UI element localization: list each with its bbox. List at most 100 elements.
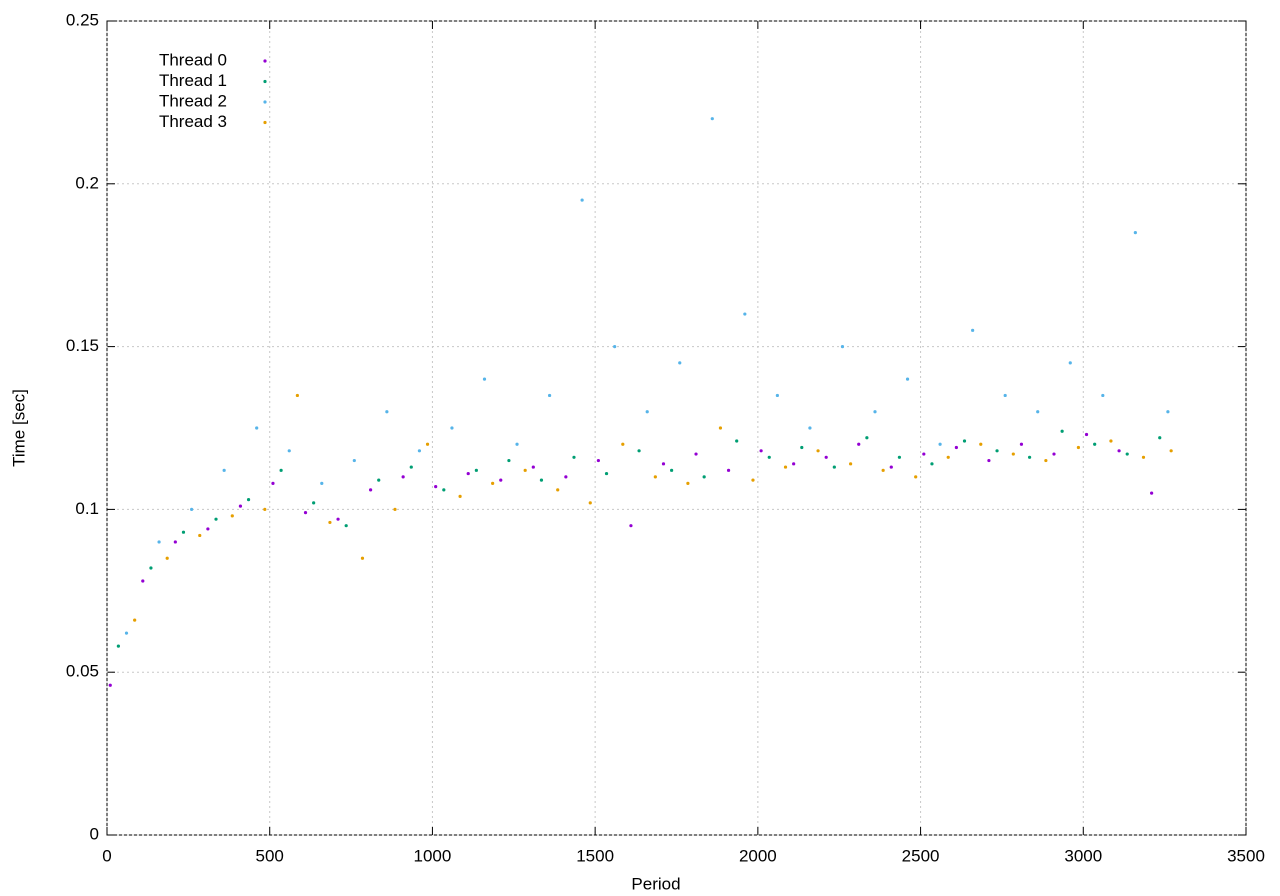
- point: [352, 458, 356, 463]
- point: [572, 455, 576, 459]
- point: [515, 442, 519, 446]
- legend-label: Thread 0: [159, 50, 227, 69]
- point: [613, 345, 617, 349]
- y-tick-label: 0: [90, 824, 99, 843]
- point: [206, 527, 210, 531]
- point: [792, 462, 796, 466]
- point: [1027, 455, 1032, 459]
- x-tick-label: 2500: [902, 846, 940, 865]
- point: [979, 442, 983, 446]
- point: [1150, 491, 1154, 495]
- point: [629, 524, 633, 528]
- point: [181, 530, 186, 534]
- point: [108, 683, 112, 687]
- point: [897, 455, 902, 459]
- point: [922, 452, 926, 456]
- legend-marker: [263, 100, 267, 104]
- point: [157, 540, 161, 544]
- legend-label: Thread 2: [159, 91, 227, 110]
- y-tick-label: 0.1: [75, 499, 99, 518]
- point: [133, 618, 137, 622]
- point: [116, 644, 120, 648]
- x-axis-label: Period: [631, 874, 680, 893]
- point: [1011, 452, 1015, 456]
- point: [889, 465, 893, 469]
- point: [816, 449, 820, 453]
- point: [995, 449, 999, 453]
- point: [1068, 361, 1072, 365]
- point: [1141, 455, 1146, 459]
- point: [279, 468, 283, 472]
- legend-marker: [263, 79, 267, 84]
- point: [914, 475, 918, 479]
- y-tick-label: 0.15: [66, 336, 99, 355]
- point: [466, 471, 470, 476]
- point: [824, 455, 828, 459]
- point: [849, 462, 853, 466]
- point: [336, 517, 340, 521]
- point: [287, 449, 291, 453]
- point: [971, 328, 975, 332]
- x-tick-label: 1500: [576, 846, 614, 865]
- legend-label: Thread 1: [159, 71, 227, 90]
- point: [222, 468, 226, 472]
- point: [1117, 449, 1121, 453]
- point: [1019, 442, 1024, 446]
- point: [434, 485, 438, 489]
- point: [393, 507, 397, 511]
- point: [694, 452, 698, 456]
- x-tick-label: 500: [256, 846, 284, 865]
- x-tick-label: 1000: [414, 846, 452, 865]
- point: [1093, 442, 1097, 446]
- point: [401, 475, 405, 479]
- point: [596, 458, 600, 463]
- plot-frame: [106, 20, 1247, 836]
- point: [1166, 410, 1170, 414]
- point: [637, 449, 641, 453]
- point: [808, 426, 812, 430]
- point: [1076, 445, 1081, 450]
- y-tick-label: 0.25: [66, 10, 99, 29]
- point: [564, 475, 568, 479]
- point: [1003, 393, 1007, 398]
- point: [312, 501, 316, 505]
- point: [214, 517, 218, 521]
- point: [857, 442, 861, 446]
- point: [881, 468, 885, 472]
- point: [840, 345, 845, 349]
- point: [832, 465, 836, 469]
- point: [865, 436, 869, 440]
- point: [295, 393, 299, 398]
- point: [425, 442, 430, 446]
- point: [767, 455, 771, 459]
- point: [442, 488, 446, 492]
- point: [580, 198, 584, 202]
- point: [328, 520, 332, 525]
- point: [775, 393, 779, 398]
- point: [198, 533, 202, 538]
- point: [263, 507, 267, 511]
- point: [1125, 452, 1129, 456]
- point: [173, 540, 177, 544]
- point: [1158, 436, 1162, 440]
- point: [946, 455, 950, 459]
- point: [938, 442, 942, 446]
- point: [507, 458, 511, 463]
- point: [255, 426, 259, 430]
- point: [743, 312, 747, 316]
- point: [141, 579, 145, 583]
- point: [905, 377, 910, 381]
- point: [678, 361, 682, 365]
- point: [1101, 393, 1105, 398]
- point: [962, 439, 967, 443]
- point: [987, 458, 991, 463]
- point: [149, 566, 153, 570]
- point: [523, 468, 527, 472]
- point: [1060, 429, 1064, 433]
- point: [1169, 449, 1173, 453]
- point: [499, 478, 503, 482]
- point: [230, 514, 234, 518]
- legend-marker: [263, 120, 267, 125]
- x-tick-label: 0: [102, 846, 111, 865]
- point: [1052, 452, 1056, 456]
